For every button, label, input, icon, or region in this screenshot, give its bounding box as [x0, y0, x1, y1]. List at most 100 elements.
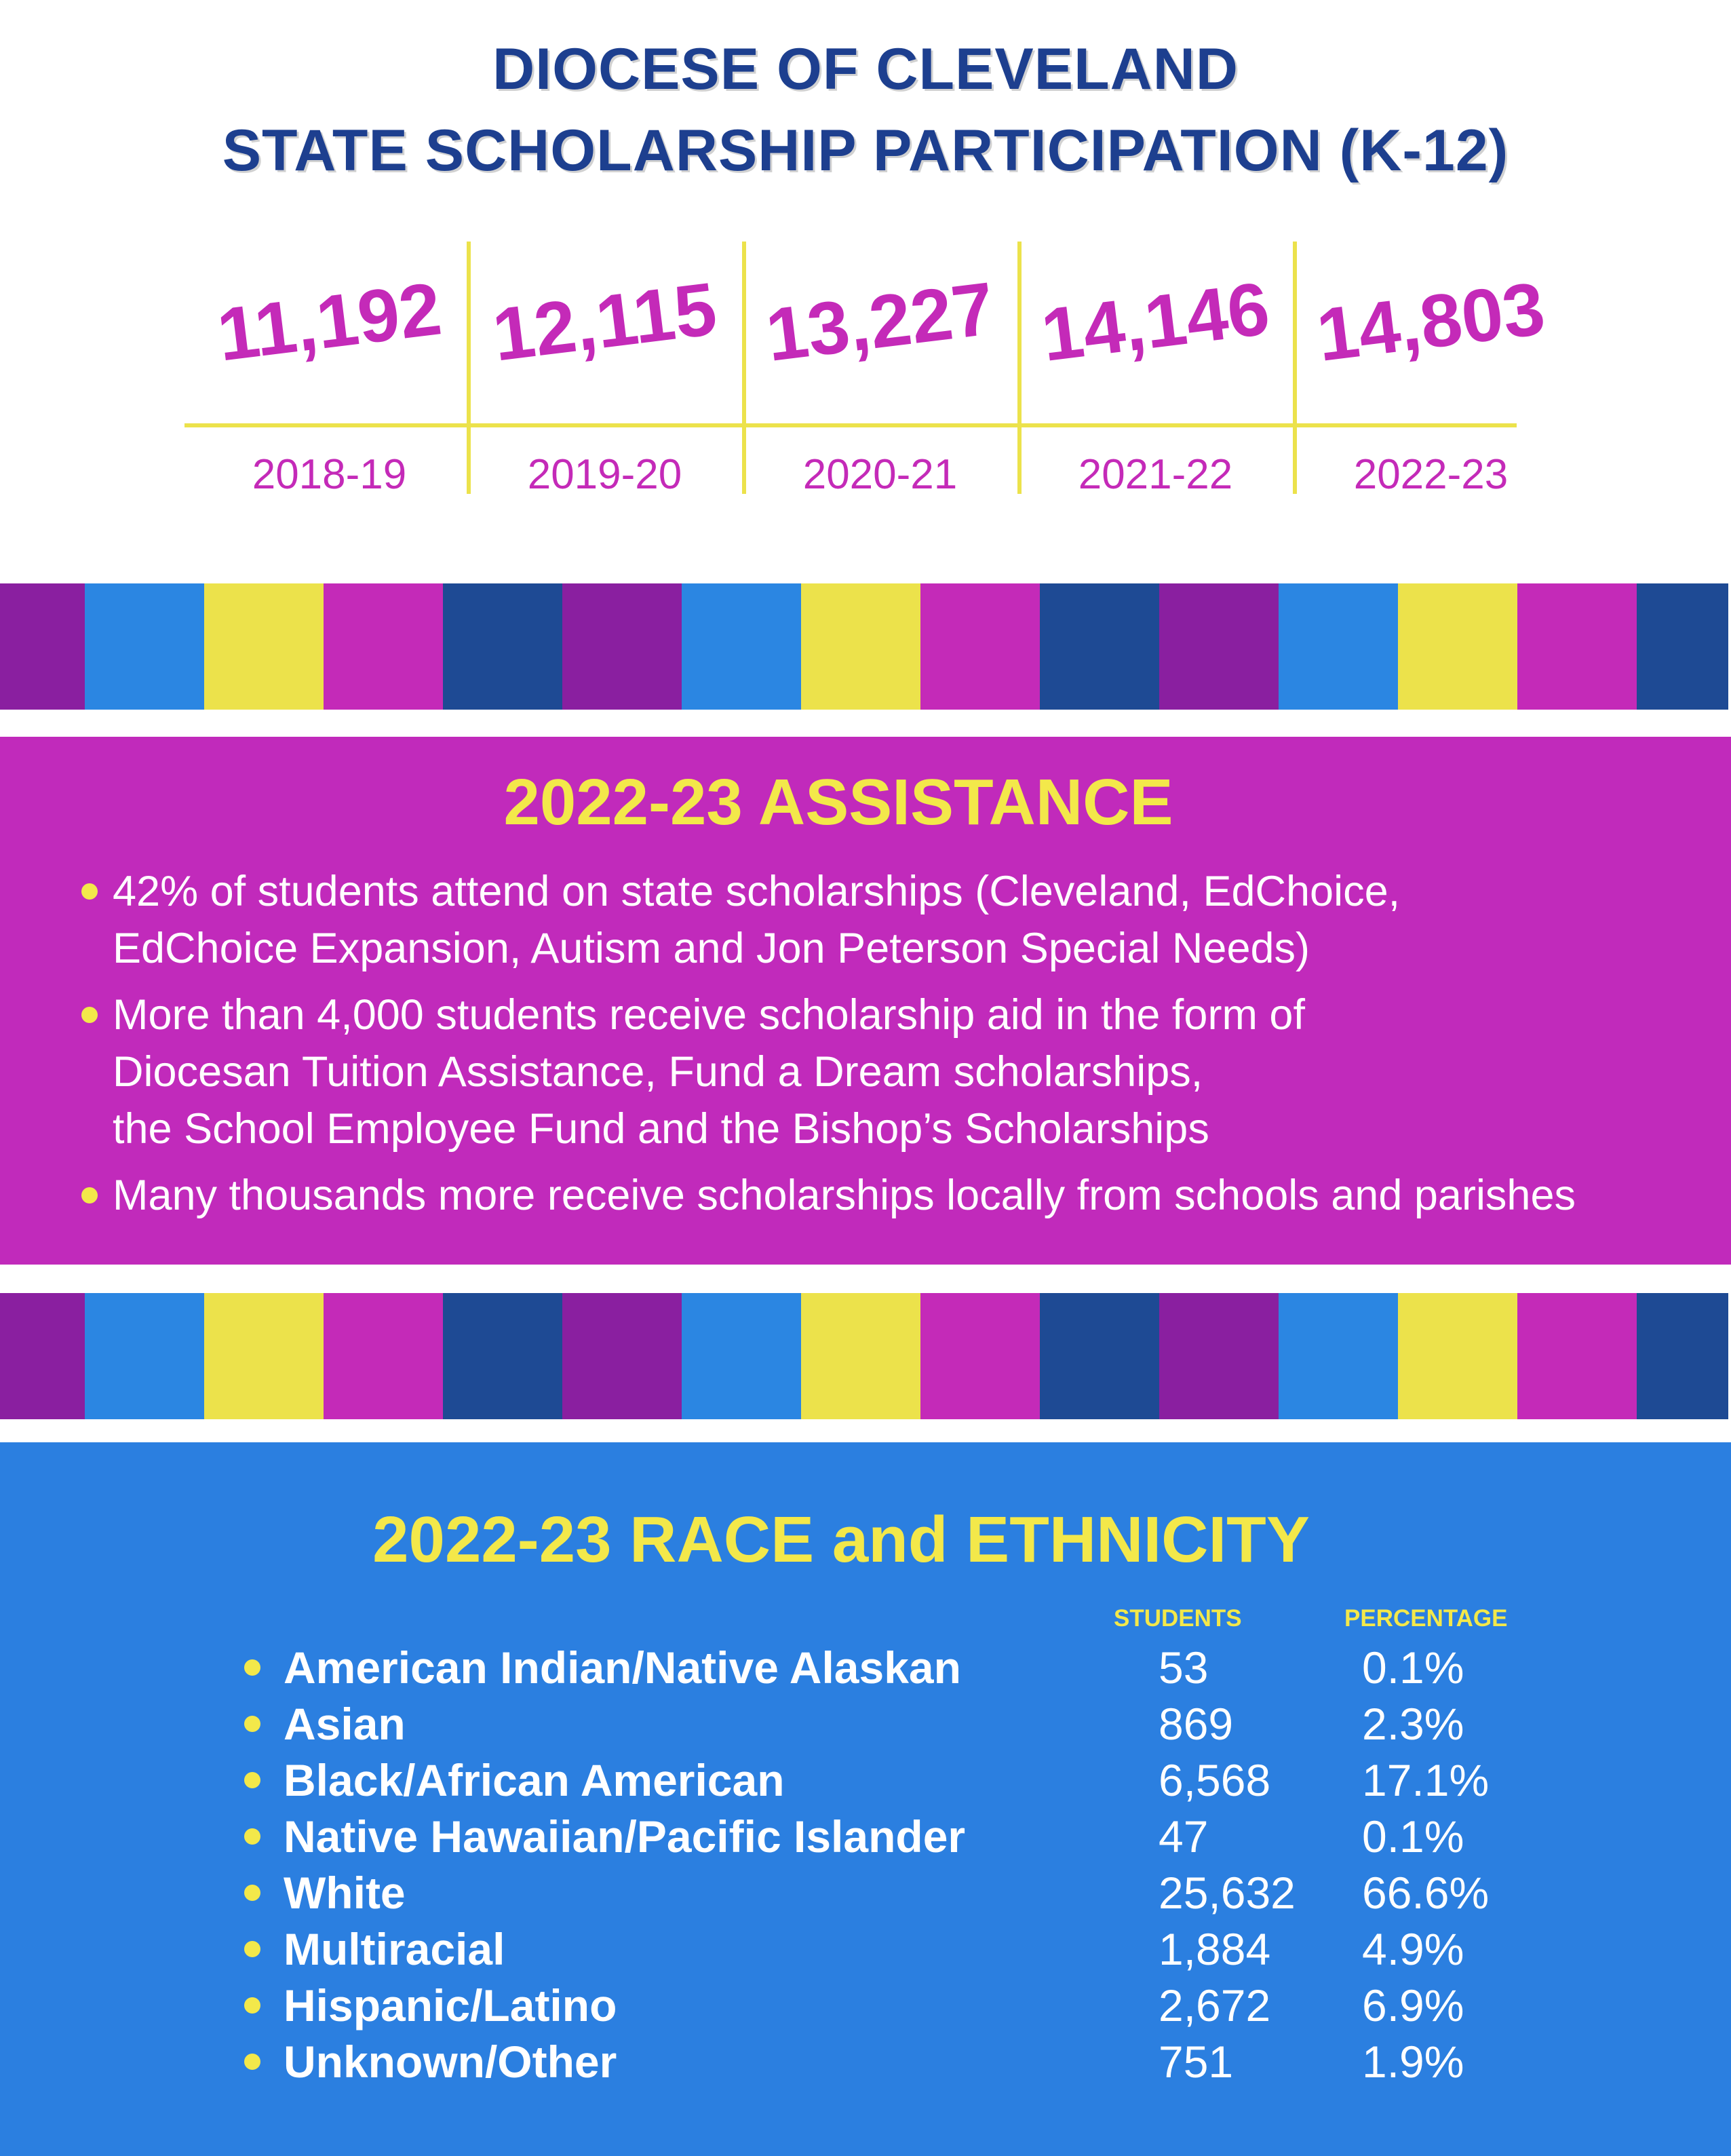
race-percentage: 4.9%	[1362, 1924, 1464, 1974]
color-block	[562, 583, 682, 710]
color-block	[0, 1293, 85, 1419]
color-strip-top	[0, 583, 1731, 710]
assistance-panel	[0, 737, 1731, 1265]
participation-count: 12,115	[488, 267, 721, 377]
color-block	[1040, 1293, 1159, 1419]
race-row: White 25,632 66.6%	[244, 1864, 1533, 1921]
color-block	[562, 1293, 682, 1419]
race-label: Native Hawaiian/Pacific Islander	[284, 1811, 966, 1862]
race-percentage: 0.1%	[1362, 1642, 1464, 1693]
race-percentage: 66.6%	[1362, 1868, 1490, 1918]
race-label: American Indian/Native Alaskan	[284, 1642, 961, 1693]
race-students: 751	[1159, 2037, 1234, 2087]
race-row: Asian 869 2.3%	[244, 1695, 1533, 1752]
bullet-dot-icon	[244, 1772, 260, 1788]
color-block	[1637, 583, 1728, 710]
bullet-dot-icon	[81, 883, 98, 900]
color-block	[1517, 583, 1637, 710]
color-strip-bottom	[0, 1293, 1731, 1419]
bullet-text-line: Diocesan Tuition Assistance, Fund a Drea…	[113, 1048, 1203, 1096]
participation-year: 2018-19	[252, 451, 407, 498]
color-block	[682, 1293, 801, 1419]
color-block	[1040, 583, 1159, 710]
participation-count: 14,146	[1036, 266, 1274, 378]
title-line-1: DIOCESE OF CLEVELAND	[492, 37, 1239, 102]
participation-count: 13,227	[761, 266, 998, 378]
color-block	[801, 583, 920, 710]
race-label: Hispanic/Latino	[284, 1980, 617, 2030]
color-block	[1279, 583, 1398, 710]
bullet-dot-icon	[244, 1828, 260, 1845]
race-students: 25,632	[1159, 1868, 1296, 1918]
race-row: Black/African American 6,568 17.1%	[244, 1752, 1533, 1809]
participation-year: 2019-20	[527, 451, 682, 498]
assistance-heading: 2022-23 ASSISTANCE	[503, 766, 1173, 839]
race-students: 1,884	[1159, 1924, 1271, 1974]
participation-year: 2022-23	[1353, 451, 1509, 498]
color-block	[204, 1293, 324, 1419]
color-block	[1159, 583, 1279, 710]
participation-count: 11,192	[212, 267, 446, 377]
bullet-text-line: the School Employee Fund and the Bishop’…	[113, 1105, 1209, 1153]
race-percentage: 6.9%	[1362, 1980, 1464, 2030]
participation-count: 14,803	[1312, 266, 1549, 378]
color-block	[682, 583, 801, 710]
bullet-dot-icon	[81, 1187, 98, 1204]
color-block	[1637, 1293, 1728, 1419]
students-column-header: STUDENTS	[1114, 1605, 1242, 1632]
color-block	[920, 1293, 1040, 1419]
race-students: 869	[1159, 1699, 1234, 1749]
table-divider-3	[1017, 242, 1022, 494]
race-percentage: 0.1%	[1362, 1811, 1464, 1862]
color-block	[1398, 1293, 1517, 1419]
race-row: Hispanic/Latino 2,672 6.9%	[244, 1977, 1533, 2034]
race-percentage: 2.3%	[1362, 1699, 1464, 1749]
race-row: Native Hawaiian/Pacific Islander 47 0.1%	[244, 1808, 1533, 1865]
bullet-dot-icon	[81, 1007, 98, 1023]
participation-year: 2020-21	[802, 451, 958, 498]
table-divider-2	[742, 242, 746, 494]
race-students: 2,672	[1159, 1980, 1271, 2030]
bullet-dot-icon	[244, 1997, 260, 2014]
color-block	[920, 583, 1040, 710]
color-block	[443, 583, 562, 710]
title-line-2: STATE SCHOLARSHIP PARTICIPATION (K-12)	[222, 118, 1509, 183]
color-block	[85, 583, 204, 710]
bullet-text-line: Many thousands more receive scholarships…	[113, 1172, 1576, 1219]
color-block	[801, 1293, 920, 1419]
bullet-dot-icon	[244, 1885, 260, 1901]
color-block	[85, 1293, 204, 1419]
color-block	[1279, 1293, 1398, 1419]
percentage-column-header: PERCENTAGE	[1344, 1605, 1508, 1632]
table-divider-4	[1293, 242, 1297, 494]
race-row: Multiracial 1,884 4.9%	[244, 1921, 1533, 1978]
color-block	[204, 583, 324, 710]
bullet-dot-icon	[244, 2054, 260, 2070]
race-heading: 2022-23 RACE and ETHNICITY	[372, 1503, 1310, 1576]
bullet-text-line: EdChoice Expansion, Autism and Jon Peter…	[113, 925, 1310, 972]
color-block	[443, 1293, 562, 1419]
color-block	[324, 1293, 443, 1419]
color-block	[1517, 1293, 1637, 1419]
race-students: 53	[1159, 1642, 1209, 1693]
table-divider-1	[467, 242, 471, 494]
race-row: Unknown/Other 751 1.9%	[244, 2033, 1533, 2090]
table-horizontal-line	[184, 423, 1517, 427]
race-panel	[0, 1442, 1731, 2156]
bullet-text-line: 42% of students attend on state scholars…	[113, 868, 1401, 915]
race-percentage: 17.1%	[1362, 1755, 1490, 1805]
race-students: 47	[1159, 1811, 1209, 1862]
race-label: White	[284, 1868, 406, 1918]
race-label: Asian	[284, 1699, 406, 1749]
color-block	[324, 583, 443, 710]
color-block	[0, 583, 85, 710]
bullet-dot-icon	[244, 1716, 260, 1732]
race-percentage: 1.9%	[1362, 2037, 1464, 2087]
bullet-dot-icon	[244, 1941, 260, 1957]
participation-year: 2021-22	[1078, 451, 1233, 498]
color-block	[1159, 1293, 1279, 1419]
page-title: DIOCESE OF CLEVELAND STATE SCHOLARSHIP P…	[0, 28, 1731, 191]
bullet-dot-icon	[244, 1659, 260, 1676]
race-row: American Indian/Native Alaskan 53 0.1%	[244, 1639, 1533, 1696]
race-label: Unknown/Other	[284, 2037, 617, 2087]
